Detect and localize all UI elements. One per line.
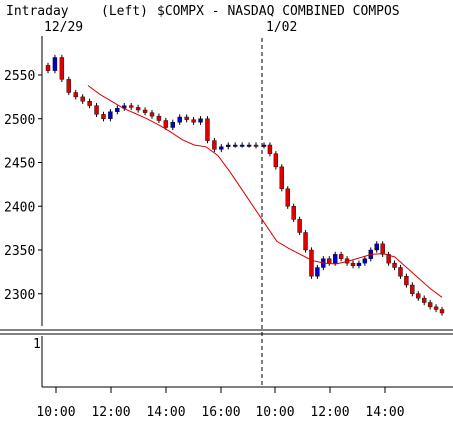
candle-body (59, 57, 65, 80)
candle-body (297, 219, 302, 233)
candle-body (149, 112, 155, 117)
candle-body (398, 267, 403, 277)
date-label-second: 1/02 (266, 20, 297, 35)
y-tick-label: 2300 (4, 288, 35, 303)
y-tick-label: 2550 (4, 69, 35, 84)
candle-body (80, 96, 85, 102)
x-tick-label: 10:00 (255, 405, 294, 420)
candle-body (212, 140, 217, 150)
x-tick-label: 10:00 (36, 405, 75, 420)
candle-body (309, 249, 314, 277)
price-candles (45, 54, 445, 316)
x-tick-label: 12:00 (91, 405, 130, 420)
candle-body (273, 153, 279, 168)
candle-body (267, 144, 273, 154)
candle-body (142, 109, 148, 113)
candle-body (380, 243, 385, 255)
candle-body (291, 206, 296, 220)
candle-body (45, 65, 51, 71)
candle-body (279, 166, 284, 189)
y-tick-label: 2400 (4, 200, 35, 215)
chart-title: $COMPX - NASDAQ COMBINED COMPOS (157, 4, 400, 19)
date-label-first: 12/29 (44, 20, 83, 35)
candle-body (184, 116, 189, 120)
candle-body (226, 144, 231, 147)
candle-body (386, 254, 391, 264)
scale-side-label: (Left) (101, 4, 148, 19)
candle-body (239, 144, 245, 147)
candle-body (261, 144, 267, 147)
candle-body (253, 144, 259, 147)
candle-body (108, 111, 113, 119)
candle-body (163, 120, 169, 128)
candle-body (101, 114, 106, 119)
candle-body (327, 258, 332, 264)
x-tick-label: 14:00 (146, 405, 185, 420)
candle-body (404, 276, 409, 286)
candle-body (128, 105, 134, 108)
candle-body (427, 302, 433, 308)
candle-body (285, 188, 290, 207)
y-tick-label: 2500 (4, 113, 35, 128)
candle-body (115, 108, 120, 112)
candle-body (333, 254, 338, 264)
candle-body (219, 146, 224, 150)
candle-body (177, 116, 182, 123)
candle-body (410, 284, 415, 294)
x-tick-label: 14:00 (365, 405, 404, 420)
candle-body (315, 267, 320, 277)
candle-body (191, 119, 196, 123)
candle-body (198, 118, 203, 123)
candle-body (66, 79, 72, 93)
candle-body (374, 243, 379, 251)
moving-average-line (87, 85, 443, 298)
candle-body (205, 118, 210, 141)
candle-body (73, 92, 78, 98)
candle-body (422, 297, 427, 303)
candle-body (156, 115, 162, 121)
candle-body (94, 105, 99, 115)
y-axis-ticks: 2550 2500 2450 2400 2350 2300 (4, 69, 42, 303)
candle-body (392, 262, 397, 268)
x-tick-label: 12:00 (310, 405, 349, 420)
candle-body (338, 254, 344, 259)
candle-body (433, 306, 439, 310)
lower-panel-tick-label: 1 (33, 337, 41, 352)
candle-body (356, 262, 362, 266)
y-tick-label: 2450 (4, 157, 35, 172)
candle-body (52, 57, 58, 71)
candle-body (170, 122, 176, 128)
candle-body (350, 262, 356, 266)
candle-body (439, 309, 445, 314)
candle-body (416, 293, 421, 299)
x-axis-ticks: 10:00 12:00 14:00 16:00 10:00 12:00 14:00 (36, 387, 405, 420)
candle-body (135, 107, 141, 111)
y-tick-label: 2350 (4, 244, 35, 259)
candle-body (362, 258, 368, 264)
x-tick-label: 16:00 (201, 405, 240, 420)
candle-body (87, 101, 92, 106)
candle-body (246, 144, 252, 147)
period-label: Intraday (6, 4, 69, 19)
candle-body (232, 144, 238, 147)
candle-body (303, 232, 308, 251)
